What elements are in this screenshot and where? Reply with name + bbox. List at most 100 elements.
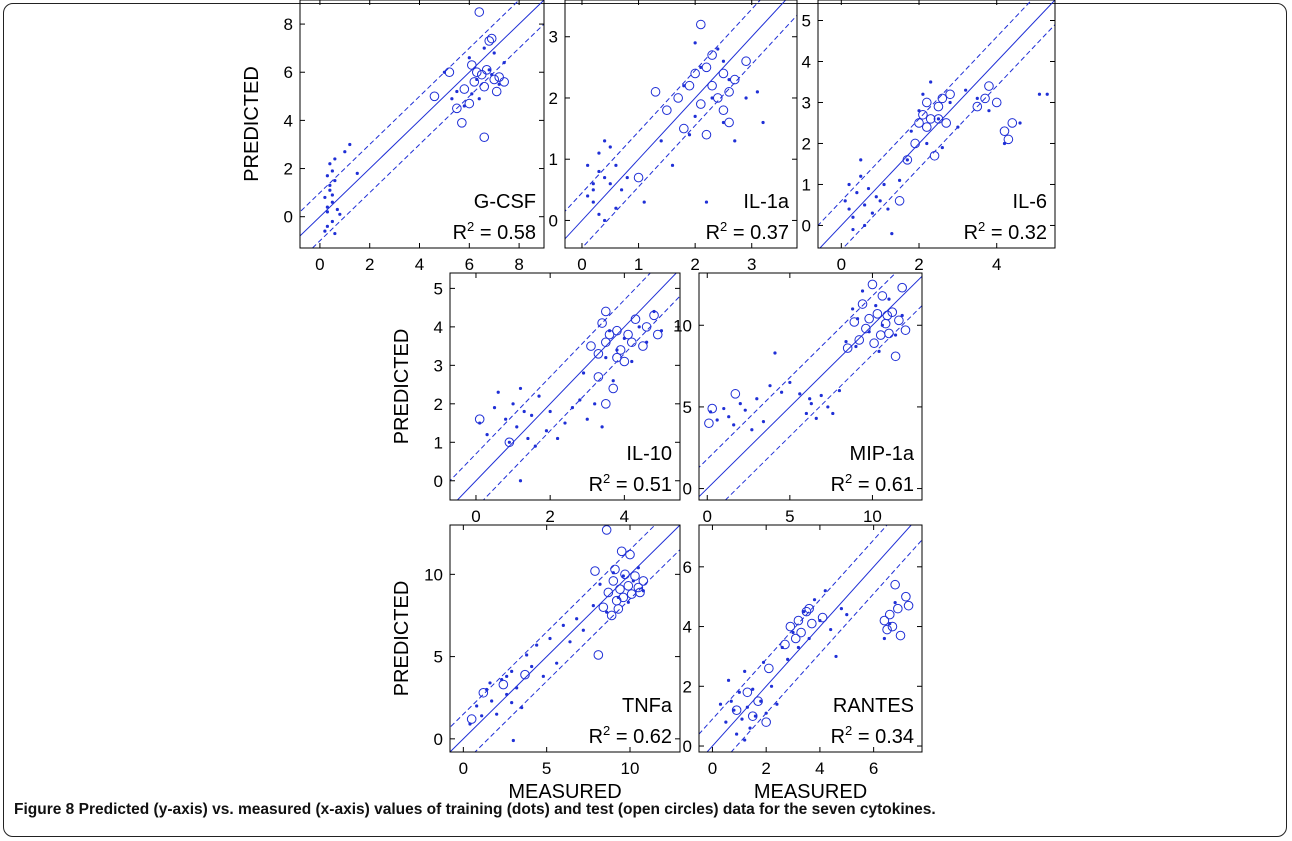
training-point bbox=[455, 89, 459, 94]
training-point bbox=[323, 229, 327, 233]
x-tick-label: 10 bbox=[863, 507, 882, 526]
training-point bbox=[1037, 92, 1042, 96]
training-point bbox=[586, 194, 590, 198]
training-point bbox=[859, 158, 863, 162]
training-point bbox=[475, 704, 479, 708]
y-tick-label: 10 bbox=[673, 316, 692, 335]
training-point bbox=[492, 406, 497, 410]
y-tick-label: 5 bbox=[683, 398, 692, 417]
test-point bbox=[867, 279, 878, 290]
training-point bbox=[335, 207, 339, 212]
x-axis-label: MEASURED bbox=[754, 781, 867, 803]
test-point bbox=[945, 89, 955, 100]
training-point bbox=[897, 178, 902, 182]
training-point bbox=[863, 223, 867, 228]
x-tick-label: 2 bbox=[761, 759, 770, 778]
training-point bbox=[495, 712, 499, 716]
training-point bbox=[761, 120, 765, 125]
training-point bbox=[715, 418, 719, 422]
test-point bbox=[486, 33, 497, 44]
training-point bbox=[597, 212, 601, 216]
test-point bbox=[604, 329, 615, 340]
training-point bbox=[773, 351, 777, 355]
test-point bbox=[707, 80, 717, 91]
x-tick-label: 4 bbox=[992, 255, 1001, 274]
training-point bbox=[804, 411, 808, 416]
test-point bbox=[464, 98, 475, 109]
training-point bbox=[348, 142, 352, 147]
test-point bbox=[790, 633, 801, 644]
test-point bbox=[857, 299, 868, 309]
test-point bbox=[704, 418, 714, 429]
x-tick-label: 4 bbox=[815, 759, 824, 778]
training-point bbox=[561, 623, 565, 627]
panel-mip-1a: 0 5 10 0 5 10 MIP-1a R2 = 0.61 bbox=[673, 272, 923, 526]
y-tick-label: 3 bbox=[434, 356, 443, 375]
training-point bbox=[333, 231, 337, 236]
y-tick-label: 2 bbox=[683, 677, 692, 696]
test-point bbox=[972, 101, 983, 112]
training-point bbox=[819, 393, 823, 398]
training-point bbox=[597, 151, 601, 155]
y-tick-label: 0 bbox=[549, 211, 558, 230]
training-point bbox=[704, 200, 709, 204]
training-point bbox=[548, 636, 552, 641]
training-point bbox=[718, 702, 723, 706]
training-point bbox=[843, 199, 847, 203]
training-point bbox=[541, 674, 545, 678]
test-point bbox=[690, 68, 700, 79]
training-point bbox=[605, 610, 609, 614]
training-point bbox=[886, 207, 890, 211]
training-point bbox=[882, 636, 886, 641]
test-point bbox=[880, 318, 891, 329]
training-point bbox=[608, 182, 612, 186]
test-point bbox=[933, 101, 944, 112]
test-point bbox=[804, 603, 814, 614]
test-point bbox=[933, 114, 944, 124]
test-point bbox=[611, 595, 622, 606]
training-point bbox=[581, 628, 585, 632]
training-point bbox=[863, 203, 867, 207]
test-point bbox=[701, 62, 712, 73]
test-point bbox=[921, 122, 932, 132]
x-tick-label: 2 bbox=[545, 507, 554, 526]
test-point bbox=[593, 372, 604, 382]
training-point bbox=[743, 408, 747, 412]
training-point bbox=[522, 409, 526, 414]
training-point bbox=[887, 297, 891, 301]
test-point bbox=[608, 576, 619, 586]
test-point bbox=[459, 84, 470, 94]
y-tick-label: 1 bbox=[802, 175, 811, 194]
test-point bbox=[764, 663, 774, 674]
training-point bbox=[748, 726, 752, 730]
test-point bbox=[893, 603, 903, 614]
y-tick-label: 8 bbox=[284, 15, 293, 34]
training-point bbox=[520, 705, 524, 710]
test-point bbox=[630, 571, 640, 581]
training-point bbox=[743, 669, 747, 673]
test-point bbox=[910, 138, 920, 149]
x-tick-label: 0 bbox=[471, 507, 480, 526]
x-tick-label: 0 bbox=[837, 255, 846, 274]
panel-g-csf: 0 2 4 6 8 0 2 4 6 8 G-CSF R2 = 0.58 PREDICTED bbox=[241, 0, 545, 274]
x-tick-label: 4 bbox=[415, 255, 424, 274]
training-point bbox=[614, 163, 618, 167]
training-point bbox=[956, 125, 960, 129]
test-point bbox=[801, 606, 812, 617]
training-point bbox=[659, 139, 663, 143]
test-point bbox=[481, 65, 492, 75]
training-point bbox=[874, 195, 878, 199]
y-tick-label: 0 bbox=[434, 730, 443, 749]
test-point bbox=[474, 7, 485, 17]
test-point bbox=[623, 329, 633, 340]
cytokine-label: IL-1a bbox=[743, 191, 789, 213]
training-point bbox=[591, 604, 595, 608]
test-point bbox=[731, 705, 742, 715]
test-point bbox=[610, 564, 620, 575]
test-point bbox=[807, 618, 817, 629]
test-point bbox=[499, 77, 509, 87]
test-point bbox=[890, 579, 900, 590]
test-point bbox=[650, 87, 661, 97]
x-tick-label: 0 bbox=[708, 759, 717, 778]
training-point bbox=[877, 349, 881, 353]
